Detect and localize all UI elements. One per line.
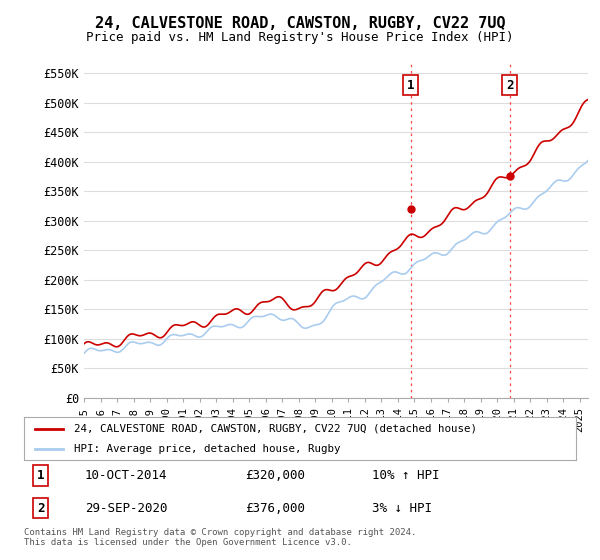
Text: 24, CALVESTONE ROAD, CAWSTON, RUGBY, CV22 7UQ (detached house): 24, CALVESTONE ROAD, CAWSTON, RUGBY, CV2… bbox=[74, 424, 476, 434]
Text: Price paid vs. HM Land Registry's House Price Index (HPI): Price paid vs. HM Land Registry's House … bbox=[86, 31, 514, 44]
Text: £376,000: £376,000 bbox=[245, 502, 305, 515]
Text: 1: 1 bbox=[37, 469, 44, 482]
Text: HPI: Average price, detached house, Rugby: HPI: Average price, detached house, Rugb… bbox=[74, 445, 340, 454]
Text: 24, CALVESTONE ROAD, CAWSTON, RUGBY, CV22 7UQ: 24, CALVESTONE ROAD, CAWSTON, RUGBY, CV2… bbox=[95, 16, 505, 31]
Text: Contains HM Land Registry data © Crown copyright and database right 2024.
This d: Contains HM Land Registry data © Crown c… bbox=[24, 528, 416, 547]
Text: £320,000: £320,000 bbox=[245, 469, 305, 482]
Text: 2: 2 bbox=[506, 78, 513, 92]
Text: 3% ↓ HPI: 3% ↓ HPI bbox=[372, 502, 432, 515]
Text: 2: 2 bbox=[37, 502, 44, 515]
Text: 29-SEP-2020: 29-SEP-2020 bbox=[85, 502, 167, 515]
Text: 10% ↑ HPI: 10% ↑ HPI bbox=[372, 469, 439, 482]
Text: 10-OCT-2014: 10-OCT-2014 bbox=[85, 469, 167, 482]
Text: 1: 1 bbox=[407, 78, 415, 92]
